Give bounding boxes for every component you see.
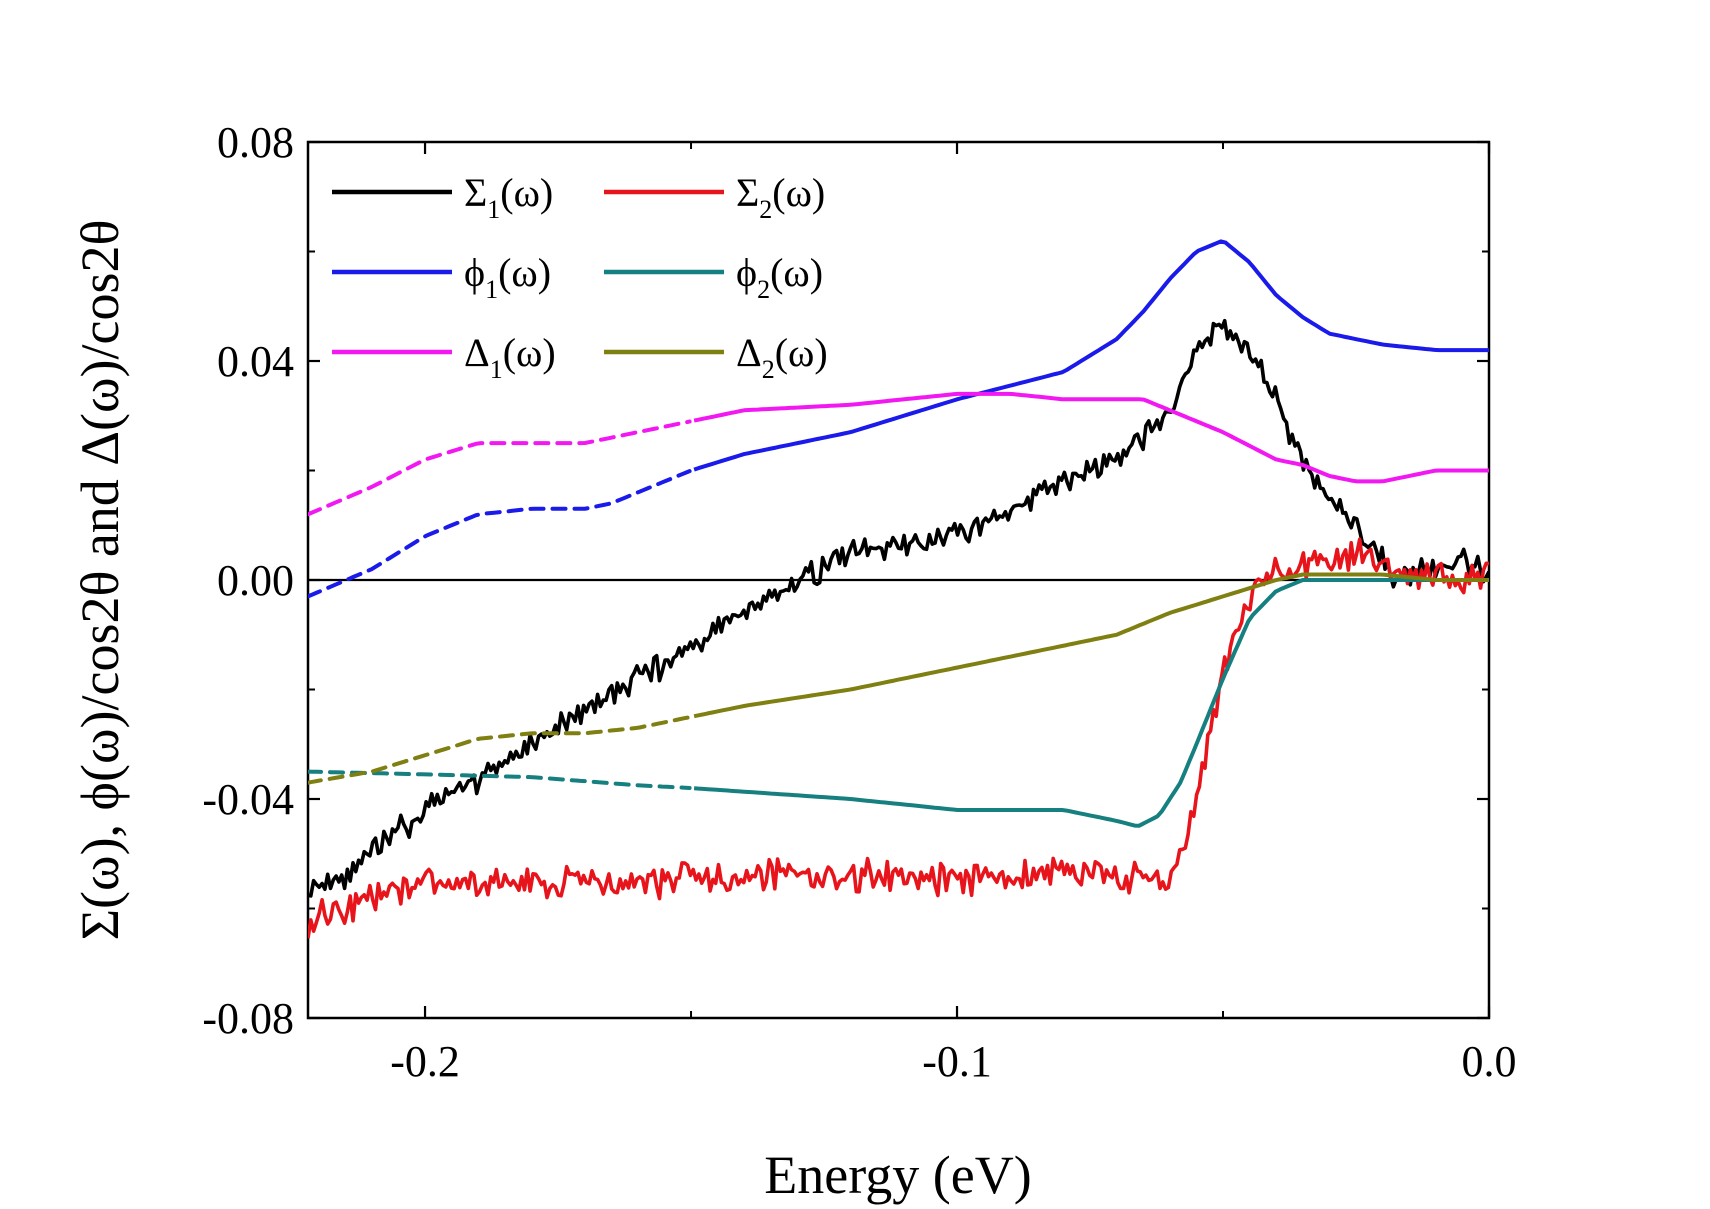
legend-entry-delta2: Δ2(ω) [604,330,828,384]
x-tick-label: -0.1 [922,1037,992,1086]
legend-entry-phi1: ϕ1(ω) [332,250,551,304]
legend-label-delta1: Δ1(ω) [464,330,556,384]
legend-entry-sigma1: Σ1(ω) [332,170,553,224]
series-line-delta2-dashed [308,715,692,785]
legend-entry-delta1: Δ1(ω) [332,330,556,384]
series-line-phi2-dashed [308,769,692,790]
series-line-delta1 [693,391,1489,484]
legend-label-sigma2: Σ2(ω) [736,170,825,224]
x-axis-title: Energy (eV) [764,1145,1031,1205]
y-tick-label: -0.08 [202,994,294,1043]
legend: Σ1(ω) Σ2(ω) ϕ1(ω) ϕ2(ω) Δ1(ω) Δ2(ω) [332,170,828,384]
series-line-phi1-dashed [308,469,692,599]
legend-label-phi1: ϕ1(ω) [464,250,551,304]
y-tick-label: 0.08 [217,118,294,167]
series-line-sigma1 [308,318,1489,898]
series-layer [308,239,1489,939]
series-line-delta2 [693,572,1489,719]
y-axis-title: Σ(ω), ϕ(ω)/cos2θ and Δ(ω)/cos2θ [70,220,130,941]
y-tick-label: 0.04 [217,337,294,386]
series-line-phi1 [693,239,1489,472]
legend-label-delta2: Δ2(ω) [736,330,828,384]
legend-label-sigma1: Σ1(ω) [464,170,553,224]
legend-entry-phi2: ϕ2(ω) [604,250,823,304]
legend-entry-sigma2: Σ2(ω) [604,170,825,224]
y-tick-label: -0.04 [202,775,294,824]
legend-label-phi2: ϕ2(ω) [736,250,823,304]
axis-ticks: -0.08 -0.04 0.00 0.04 0.08 -0.2 -0.1 0.0 [202,118,1516,1086]
x-tick-label: -0.2 [390,1037,460,1086]
x-tick-label: 0.0 [1462,1037,1517,1086]
series-line-phi2 [693,578,1489,828]
series-line-delta1-dashed [308,419,692,517]
y-tick-label: 0.00 [217,556,294,605]
